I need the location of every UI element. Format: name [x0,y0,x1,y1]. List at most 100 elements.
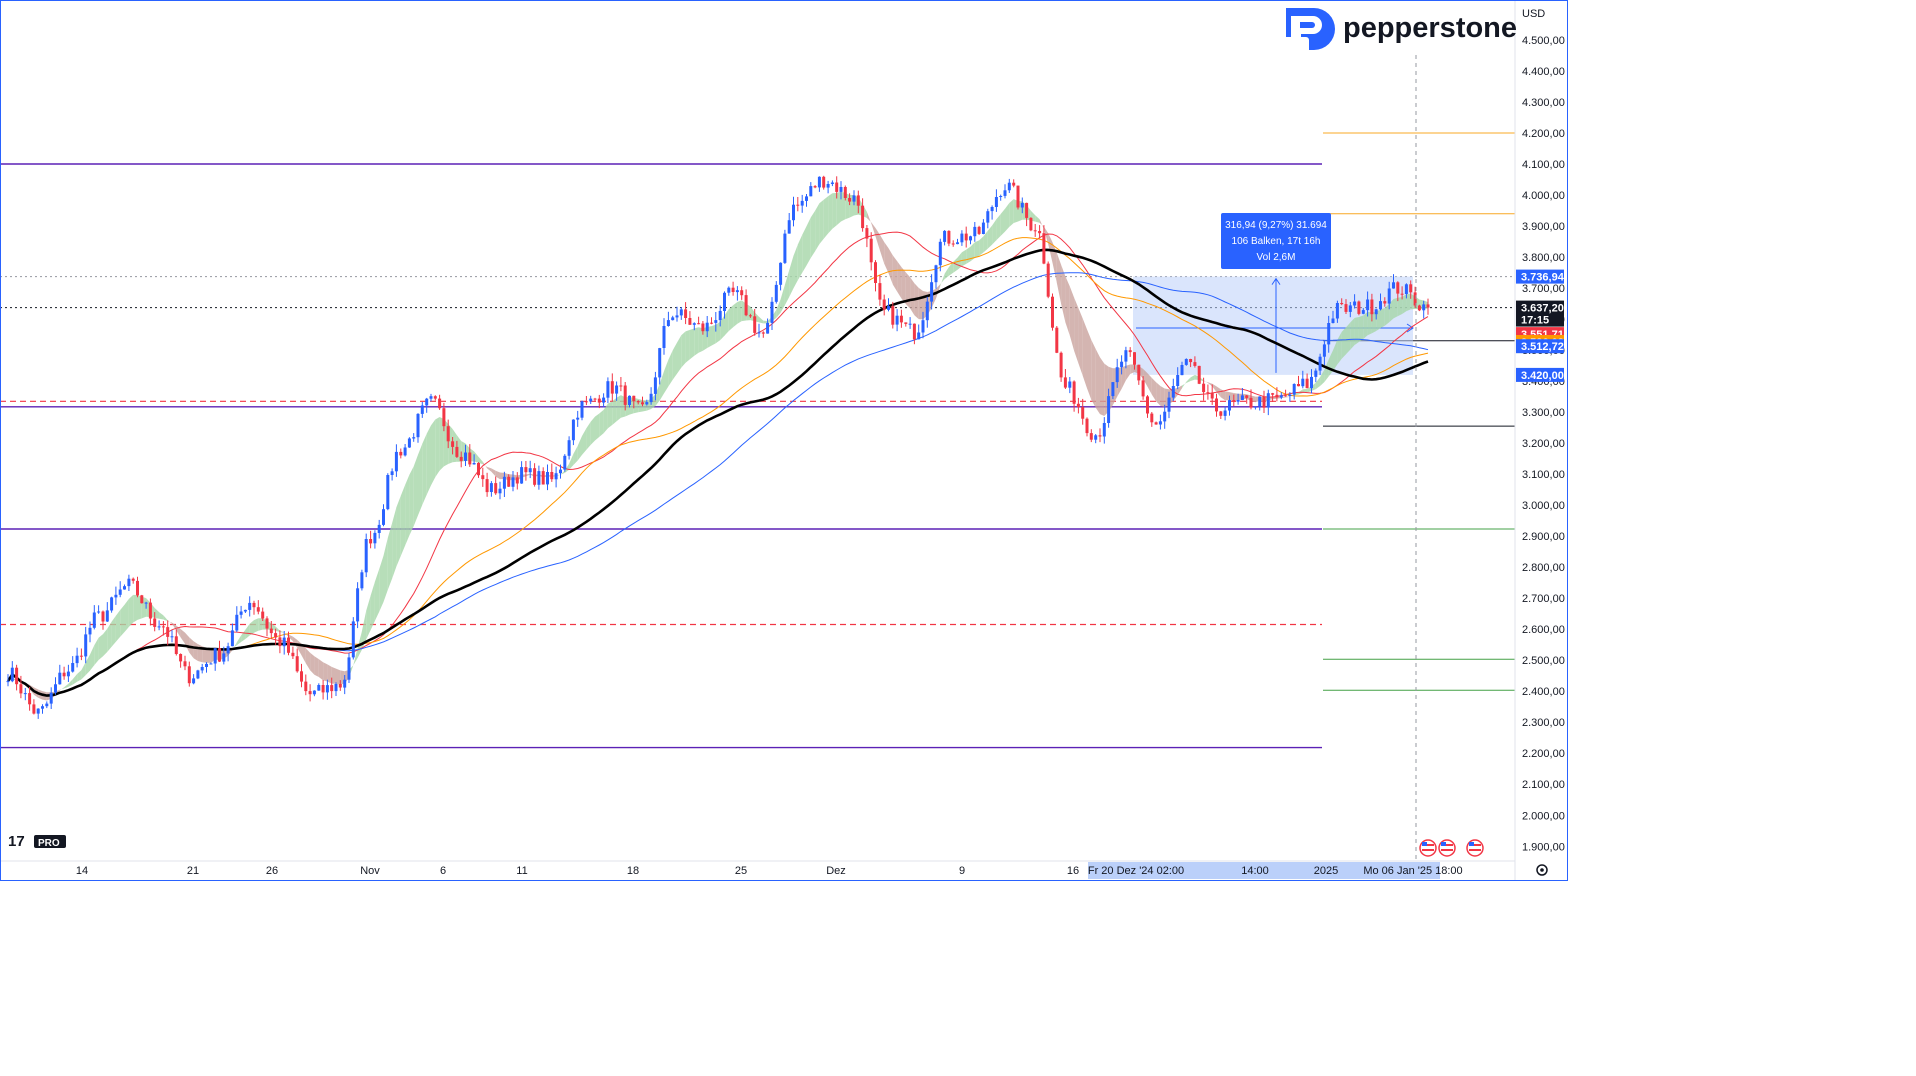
ribbon-segment-bearish [1225,391,1230,401]
ribbon-segment-bullish [806,217,811,266]
candle-bullish [105,610,109,622]
candle-bearish [1051,296,1054,328]
candle-bullish [917,332,921,340]
candle-bullish [209,663,213,665]
candle-bullish [653,377,657,394]
candle-bearish [856,195,860,206]
candle-bearish [148,602,152,619]
candle-bearish [822,176,826,188]
y-tick-label: 2.100,00 [1522,779,1565,791]
candle-bullish [1314,370,1318,377]
ribbon-segment-bullish [698,327,703,353]
candle-bullish [248,602,252,610]
candle-bullish [1374,309,1378,315]
price-tags: 3.736,943.637,2017:153.551,713.526,033.5… [1516,269,1565,382]
candle-bearish [1012,182,1016,186]
candle-bearish [269,628,273,634]
ribbon-segment-bullish [789,255,794,297]
ribbon-segment-bearish [301,643,306,664]
candle-bullish [222,653,226,662]
candle-bullish [1301,378,1305,387]
ribbon-segment-bullish [780,284,785,313]
ribbon-segment-bullish [1384,303,1390,326]
us-flag-event-icon[interactable] [1438,839,1456,857]
candle-bullish [312,690,316,695]
candle-bearish [753,316,757,333]
candle-bearish [843,187,847,198]
candle-bearish [166,627,170,637]
candle-bullish [787,220,791,234]
ribbon-segment-bullish [1397,297,1403,317]
candle-bearish [28,693,32,705]
candle-bullish [1279,395,1283,398]
candle-bullish [1258,396,1262,407]
ribbon-segment-bullish [953,257,958,273]
ribbon-segment-bullish [677,335,682,374]
time-axis[interactable]: 14 21 26 Nov 6 11 18 25 Dez 9 16 Fr 20 Dez '24 02:0… [0,860,1515,879]
x-tick-label: 16 [1067,865,1079,877]
candle-bearish [101,611,105,622]
candle-bullish [1422,304,1426,311]
candle-bearish [874,262,877,283]
x-tick-label: 9 [959,865,965,877]
price-chart[interactable]: 316,94 (9,27%) 31.694 106 Balken, 17t 16h… [0,0,1568,881]
currency-label[interactable]: USD [1522,8,1545,20]
ribbon-segment-bullish [254,618,259,633]
ribbon-segment-bullish [258,618,263,631]
ribbon-segment-bullish [413,454,418,527]
chart-settings-gear-icon[interactable] [1536,864,1548,876]
candle-bearish [1215,398,1218,412]
ribbon-segment-bearish [1121,365,1126,389]
candle-bearish [338,684,342,688]
horizontal-levels[interactable] [0,132,1515,749]
ribbon-segment-bullish [422,433,427,505]
us-flag-event-icon[interactable] [1419,839,1437,857]
candle-bullish [692,323,696,325]
us-flag-event-icon[interactable] [1466,839,1484,857]
ribbon-segment-bearish [1285,396,1290,398]
candle-bullish [425,398,429,406]
ribbon-segment-bearish [167,620,172,624]
economic-event-icons[interactable] [1419,839,1484,857]
x-tick-label: 26 [266,865,278,877]
candle-bullish [943,230,947,242]
x-tick-label: 21 [187,865,199,877]
candle-bullish [502,476,506,489]
candle-bullish [718,310,722,321]
ribbon-segment-bullish [400,485,406,556]
ribbon-segment-bearish [495,470,500,480]
tradingview-pro-badge[interactable]: 17 PRO [8,833,66,850]
ribbon-segment-bearish [914,283,919,320]
candle-bullish [407,438,411,448]
ribbon-segment-bearish [1100,357,1105,416]
candle-bullish [92,612,96,628]
price-axis[interactable]: USD 4.500,00 4.400,00 4.300,00 4.200,00 4.10… [1514,0,1565,881]
candle-bullish [1253,406,1257,408]
candle-bearish [1210,392,1214,399]
price-tag [1516,300,1564,327]
candle-bearish [796,204,800,206]
ribbon-segment-bullish [1346,322,1351,355]
ribbon-segment-bullish [1324,359,1329,382]
candle-bearish [1400,293,1404,295]
tv-badge-label: PRO [38,838,60,849]
candle-bullish [830,182,834,184]
candle-bearish [1141,380,1145,397]
ribbon-segment-bullish [1354,317,1359,345]
candle-bearish [1059,352,1063,378]
candle-bullish [1310,376,1313,389]
candle-bearish [32,704,36,714]
ribbon-segment-bearish [487,466,492,472]
candle-bearish [1383,301,1387,304]
candle-bullish [1167,397,1171,412]
ribbon-segment-bullish [793,244,798,289]
ribbon-segment-bullish [64,683,69,689]
candle-bullish [1335,303,1339,319]
ribbon-segment-bearish [1056,252,1062,304]
ribbon-segment-bearish [918,287,923,320]
candle-bearish [1297,384,1300,387]
ribbon-segment-bullish [983,230,988,253]
ribbon-segment-bullish [737,300,742,324]
ribbon-segment-bullish [1315,377,1321,390]
candle-bullish [649,393,653,403]
